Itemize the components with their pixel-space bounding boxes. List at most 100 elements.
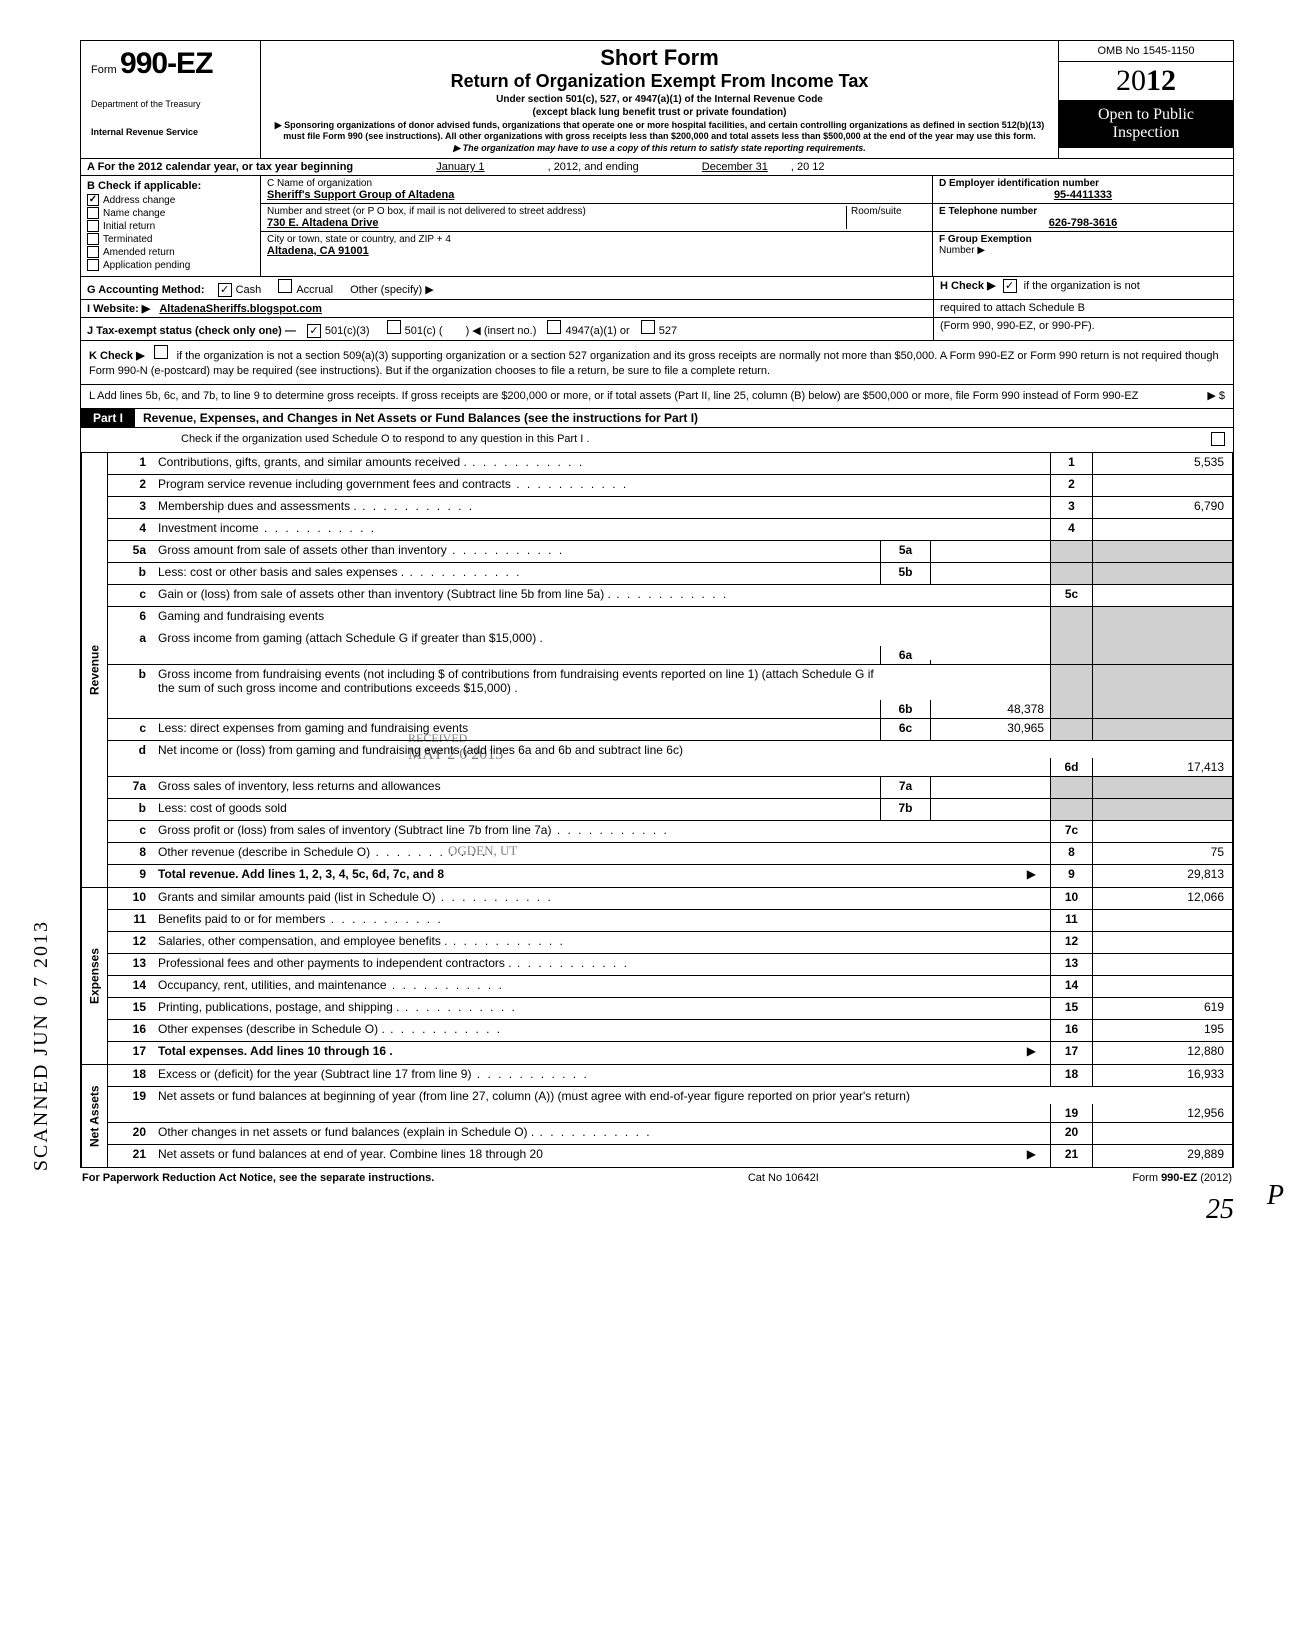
expenses-section: Expenses 10Grants and similar amounts pa… <box>80 888 1234 1065</box>
line-num: 21 <box>108 1145 152 1167</box>
checkbox-527[interactable] <box>641 320 655 334</box>
line-num: 16 <box>108 1020 152 1041</box>
line-5c: cGain or (loss) from sale of assets othe… <box>107 585 1233 607</box>
row-a-yearend: , 20 12 <box>791 161 825 173</box>
line-16: 16Other expenses (describe in Schedule O… <box>107 1020 1233 1042</box>
line-desc: Net assets or fund balances at end of ye… <box>158 1147 543 1161</box>
j-label: J Tax-exempt status (check only one) — <box>87 325 296 337</box>
side-expenses: Expenses <box>81 888 107 1064</box>
checkbox-h[interactable]: ✓ <box>1003 279 1017 293</box>
num-col: 6d <box>1050 758 1092 776</box>
line-desc: Gross sales of inventory, less returns a… <box>152 777 880 798</box>
line-15: 15Printing, publications, postage, and s… <box>107 998 1233 1020</box>
checkbox-icon <box>87 246 99 258</box>
val-col <box>1092 954 1232 975</box>
omb-number: OMB No 1545-1150 <box>1059 41 1233 62</box>
info-block: B Check if applicable: Address change Na… <box>80 176 1234 277</box>
mini-val <box>930 660 1050 664</box>
net-assets-section: Net Assets 18Excess or (deficit) for the… <box>80 1065 1234 1168</box>
checkbox-accrual[interactable] <box>278 279 292 293</box>
line-14: 14Occupancy, rent, utilities, and mainte… <box>107 976 1233 998</box>
checkbox-k[interactable] <box>154 345 168 359</box>
mini-col: 5b <box>880 563 930 584</box>
other-label: Other (specify) ▶ <box>350 284 434 296</box>
chk-initial-return[interactable]: Initial return <box>87 220 254 232</box>
num-col <box>1050 607 1092 629</box>
line-desc: Investment income <box>152 519 1050 540</box>
checkbox-cash[interactable]: ✓ <box>218 283 232 297</box>
num-col <box>1050 541 1092 562</box>
line-6a: aGross income from gaming (attach Schedu… <box>107 629 1233 665</box>
tel-label: E Telephone number <box>939 206 1227 217</box>
line-num: 18 <box>108 1065 152 1086</box>
chk-amended[interactable]: Amended return <box>87 246 254 258</box>
sponsor-note: Sponsoring organizations of donor advise… <box>273 120 1046 141</box>
line-desc: Net assets or fund balances at beginning… <box>152 1087 1050 1122</box>
line-7b: bLess: cost of goods sold7b <box>107 799 1233 821</box>
line-desc: Professional fees and other payments to … <box>152 954 1050 975</box>
line-11: 11Benefits paid to or for members11 <box>107 910 1233 932</box>
line-num: 8 <box>108 843 152 864</box>
title-short-form: Short Form <box>273 45 1046 71</box>
chk-application-pending[interactable]: Application pending <box>87 259 254 271</box>
line-desc: Printing, publications, postage, and shi… <box>152 998 1050 1019</box>
chk-label: Terminated <box>103 234 152 245</box>
chk-name-change[interactable]: Name change <box>87 207 254 219</box>
checkbox-icon <box>87 194 99 206</box>
row-g: G Accounting Method: ✓Cash Accrual Other… <box>80 277 1234 300</box>
chk-address-change[interactable]: Address change <box>87 194 254 206</box>
row-h: H Check ▶ ✓ if the organization is not <box>933 277 1233 299</box>
val-col: 75 <box>1092 843 1232 864</box>
num-col <box>1050 777 1092 798</box>
mini-val <box>930 799 1050 820</box>
h-text3: (Form 990, 990-EZ, or 990-PF). <box>933 318 1233 340</box>
city-label: City or town, state or country, and ZIP … <box>267 234 926 245</box>
header-right: OMB No 1545-1150 20201212 Open to Public… <box>1058 41 1233 158</box>
line-num: 11 <box>108 910 152 931</box>
header-left: Form 990-EZ Department of the Treasury I… <box>81 41 261 158</box>
val-col <box>1092 932 1232 953</box>
num-col: 5c <box>1050 585 1092 606</box>
checkbox-501c[interactable] <box>387 320 401 334</box>
tel-row: E Telephone number 626-798-3616 <box>933 204 1233 232</box>
mini-val: 30,965 <box>930 719 1050 740</box>
checkbox-4947[interactable] <box>547 320 561 334</box>
line-desc: Gross income from gaming (attach Schedul… <box>152 629 880 664</box>
num-col <box>1050 629 1092 664</box>
open-line1: Open to Public <box>1098 106 1194 123</box>
checkbox-501c3[interactable]: ✓ <box>307 324 321 338</box>
h-text2: required to attach Schedule B <box>933 300 1233 317</box>
val-col: 17,413 <box>1092 758 1232 776</box>
line-desc: Less: cost of goods sold <box>152 799 880 820</box>
side-revenue: Revenue <box>81 453 107 887</box>
num-col <box>1050 719 1092 740</box>
part-1-label: Part I <box>81 409 135 427</box>
tel-value: 626-798-3616 <box>939 217 1227 229</box>
line-desc: Gaming and fundraising events <box>152 607 1050 629</box>
subtitle-2: (except black lung benefit trust or priv… <box>273 107 1046 118</box>
line-9: 9Total revenue. Add lines 1, 2, 3, 4, 5c… <box>107 865 1233 887</box>
ein-label: D Employer identification number <box>939 178 1227 189</box>
opt-501c: 501(c) ( <box>405 325 443 337</box>
line-2: 2Program service revenue including gover… <box>107 475 1233 497</box>
part-1-check: Check if the organization used Schedule … <box>80 428 1234 452</box>
line-8: 8 Other revenue (describe in Schedule O)… <box>107 843 1233 865</box>
line-desc: Gross amount from sale of assets other t… <box>152 541 880 562</box>
part-1-title: Revenue, Expenses, and Changes in Net As… <box>135 409 706 427</box>
revenue-section: Revenue 1Contributions, gifts, grants, a… <box>80 453 1234 888</box>
line-num: 17 <box>108 1042 152 1064</box>
line-num: c <box>108 719 152 740</box>
line-12: 12Salaries, other compensation, and empl… <box>107 932 1233 954</box>
chk-terminated[interactable]: Terminated <box>87 233 254 245</box>
line-5b: bLess: cost or other basis and sales exp… <box>107 563 1233 585</box>
mini-val: 48,378 <box>930 700 1050 718</box>
footer-left: For Paperwork Reduction Act Notice, see … <box>82 1172 434 1184</box>
checkbox-schedule-o[interactable] <box>1211 432 1225 446</box>
scanned-stamp: SCANNED JUN 0 7 2013 <box>30 920 53 1171</box>
col-b: B Check if applicable: Address change Na… <box>81 176 261 276</box>
val-col <box>1092 799 1232 820</box>
tax-year: 20201212 <box>1059 62 1233 100</box>
open-line2: Inspection <box>1113 124 1180 141</box>
stamp-received: RECEIVED <box>408 731 503 746</box>
cash-label: Cash <box>236 284 262 296</box>
